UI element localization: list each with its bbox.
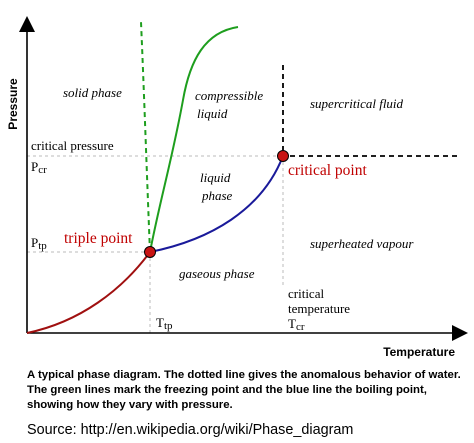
critical-pressure-label: critical pressure — [31, 138, 114, 153]
compressible-liquid-label-1: compressible — [195, 88, 263, 103]
water-fusion-dotted-curve — [140, 21, 151, 253]
phase-diagram: Pressure Temperature critical pressure P… — [6, 16, 468, 359]
p-tp-label: Ptp — [31, 235, 47, 252]
liquid-phase-label-2: phase — [201, 188, 233, 203]
x-axis-title: Temperature — [383, 345, 455, 359]
triple-point-marker — [144, 246, 156, 258]
liquid-phase-label-1: liquid — [200, 170, 231, 185]
y-axis-title: Pressure — [6, 78, 20, 130]
p-cr-label: Pcr — [31, 159, 47, 176]
fusion-curve — [149, 26, 239, 253]
sublimation-curve — [26, 251, 151, 334]
triple-point-label: triple point — [64, 230, 133, 247]
compressible-liquid-label-2: liquid — [197, 106, 228, 121]
figure-caption: A typical phase diagram. The dotted line… — [27, 369, 461, 411]
critical-point-label: critical point — [288, 162, 367, 179]
supercritical-fluid-label: supercritical fluid — [310, 96, 404, 111]
t-tp-label: Ttp — [156, 315, 173, 332]
critical-temperature-label-2: temperature — [288, 301, 350, 316]
critical-temperature-label-1: critical — [288, 286, 324, 301]
t-cr-label: Tcr — [288, 316, 305, 333]
superheated-vapour-label: superheated vapour — [310, 236, 414, 251]
critical-point-marker — [277, 150, 289, 162]
solid-phase-label: solid phase — [63, 85, 122, 100]
source-line: Source: http://en.wikipedia.org/wiki/Pha… — [27, 422, 354, 438]
gaseous-phase-label: gaseous phase — [179, 266, 255, 281]
vaporization-curve — [149, 155, 284, 253]
